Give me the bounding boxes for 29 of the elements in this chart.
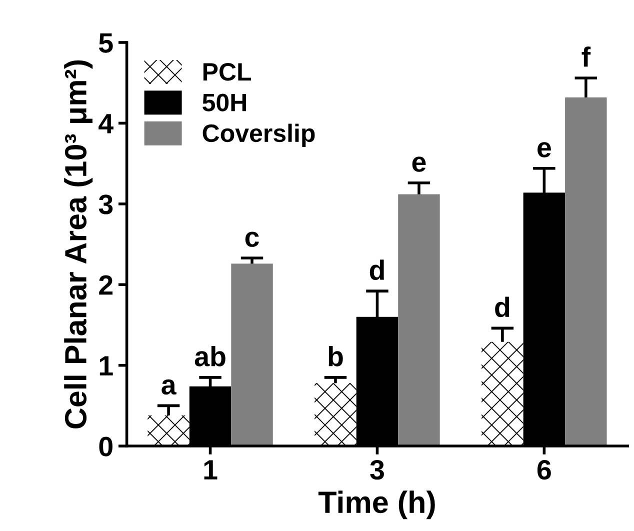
bar [398,194,440,446]
annotation: d [370,260,384,280]
y-tick-label: 1 [100,356,113,376]
bar [148,415,190,446]
x-axis-title: Time (h) [318,490,435,520]
bar [482,342,524,446]
legend-label: PCL [203,63,252,81]
annotation: a [162,379,176,395]
bar [231,264,273,446]
y-tick-label: 2 [99,275,112,295]
y-tick-label: 0 [99,436,112,456]
bar [314,383,356,446]
y-axis-title: Cell Planar Area (10³ μm²) [64,60,93,428]
x-tick-label: 3 [370,460,384,480]
annotation: c [245,232,259,247]
bar [565,97,607,446]
x-tick-label: 1 [204,460,218,480]
annotation: e [538,142,551,158]
annotation: f [582,46,591,67]
annotation: ab [194,346,226,366]
annotation: d [495,296,510,318]
legend-label: Coverslip [202,124,315,148]
y-tick-label: 5 [99,33,113,53]
x-tick-label: 6 [537,460,551,480]
y-tick-label: 4 [98,114,114,134]
annotation: b [328,346,343,366]
y-tick-label: 3 [98,194,113,214]
legend-label: 50H [202,94,246,112]
annotation: e [412,156,426,172]
